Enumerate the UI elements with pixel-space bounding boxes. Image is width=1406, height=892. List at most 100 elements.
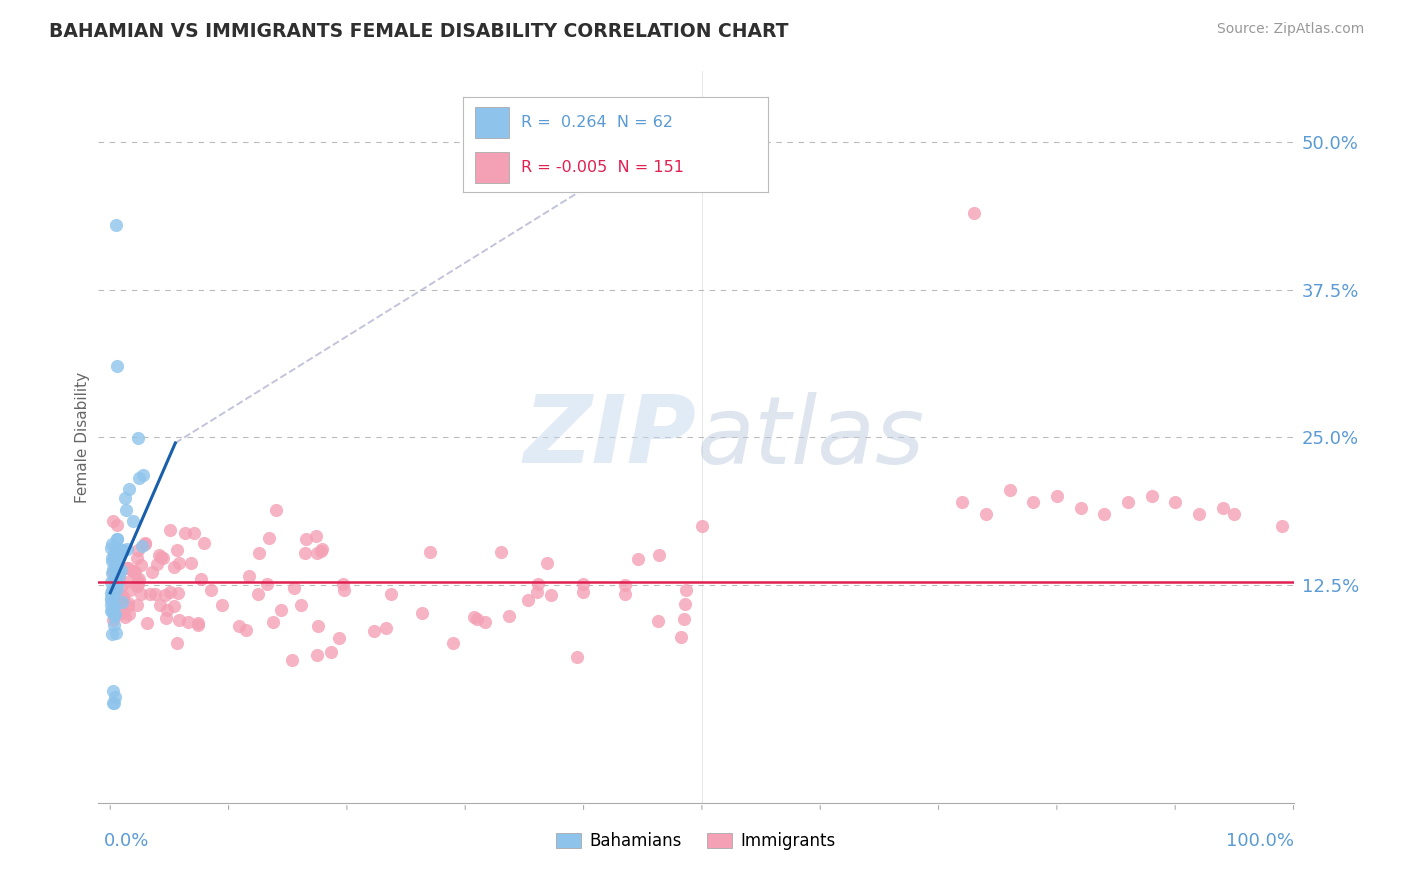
Point <box>101 591 124 606</box>
Point <box>673 597 696 611</box>
Point <box>103 618 125 632</box>
Text: 0.0%: 0.0% <box>104 832 149 850</box>
Point <box>128 470 150 484</box>
Point <box>163 560 186 574</box>
Point <box>211 598 233 612</box>
Point <box>613 578 636 592</box>
Point <box>108 544 131 558</box>
Point <box>246 586 269 600</box>
Point <box>572 585 595 599</box>
Point <box>1164 495 1187 509</box>
Point <box>169 556 191 570</box>
Point <box>169 613 191 627</box>
Point <box>127 431 149 445</box>
Point <box>309 543 332 558</box>
Point <box>328 631 350 645</box>
Point <box>1140 489 1163 503</box>
Point <box>333 582 356 597</box>
Point <box>238 569 260 583</box>
Point <box>127 542 149 557</box>
Point <box>614 586 637 600</box>
Point <box>100 598 122 612</box>
Point <box>187 618 209 632</box>
Point <box>441 635 464 649</box>
Point <box>104 558 127 573</box>
Point <box>141 566 163 580</box>
Point <box>122 564 145 578</box>
Point <box>117 599 139 613</box>
Point <box>974 507 997 521</box>
Point <box>294 546 316 560</box>
Point <box>103 696 125 710</box>
Point <box>536 557 558 571</box>
Point <box>1070 500 1092 515</box>
Point <box>101 602 124 616</box>
Point <box>183 525 205 540</box>
Point <box>101 551 124 566</box>
Point <box>146 557 169 571</box>
Point <box>101 604 124 618</box>
Point <box>474 615 496 630</box>
Point <box>124 566 146 580</box>
Point <box>105 570 128 584</box>
Point <box>380 587 402 601</box>
Point <box>307 648 329 663</box>
Point <box>105 563 128 577</box>
Point <box>375 621 398 635</box>
Point <box>1271 518 1294 533</box>
Point <box>150 550 173 565</box>
Point <box>101 613 124 627</box>
Point <box>105 359 128 374</box>
Legend: Bahamians, Immigrants: Bahamians, Immigrants <box>550 825 842 856</box>
Point <box>115 502 138 516</box>
Point <box>305 546 328 560</box>
Point <box>270 603 292 617</box>
Point <box>193 536 215 550</box>
Point <box>311 541 333 556</box>
Point <box>152 551 174 566</box>
Point <box>187 615 209 630</box>
Point <box>115 561 138 575</box>
Point <box>100 591 122 605</box>
Point <box>190 572 212 586</box>
Point <box>111 543 134 558</box>
Point <box>180 556 202 570</box>
Point <box>177 615 200 630</box>
Point <box>1188 507 1211 521</box>
Point <box>134 536 156 550</box>
Point <box>120 582 142 597</box>
Text: ZIP: ZIP <box>523 391 696 483</box>
Point <box>101 583 124 598</box>
Point <box>148 549 170 563</box>
Point <box>235 624 257 638</box>
Point <box>118 482 141 496</box>
Point <box>103 573 125 587</box>
Point <box>105 542 128 557</box>
Point <box>163 599 186 613</box>
Point <box>122 564 145 578</box>
Point <box>108 543 131 558</box>
Point <box>105 533 128 547</box>
Point <box>103 587 125 601</box>
Point <box>1092 507 1115 521</box>
Point <box>103 548 125 562</box>
Point <box>110 543 132 558</box>
Point <box>100 541 122 555</box>
Point <box>321 645 343 659</box>
Point <box>101 683 124 698</box>
Point <box>104 593 127 607</box>
Point <box>104 549 127 564</box>
Point <box>107 566 129 580</box>
Point <box>136 615 159 630</box>
Point <box>200 582 222 597</box>
Text: BAHAMIAN VS IMMIGRANTS FEMALE DISABILITY CORRELATION CHART: BAHAMIAN VS IMMIGRANTS FEMALE DISABILITY… <box>49 22 789 41</box>
Point <box>128 572 150 586</box>
Point <box>114 610 136 624</box>
Point <box>103 600 125 615</box>
Point <box>125 598 148 612</box>
Point <box>166 635 188 649</box>
Point <box>107 569 129 583</box>
Point <box>567 650 589 665</box>
Point <box>290 598 312 612</box>
Point <box>675 582 697 597</box>
